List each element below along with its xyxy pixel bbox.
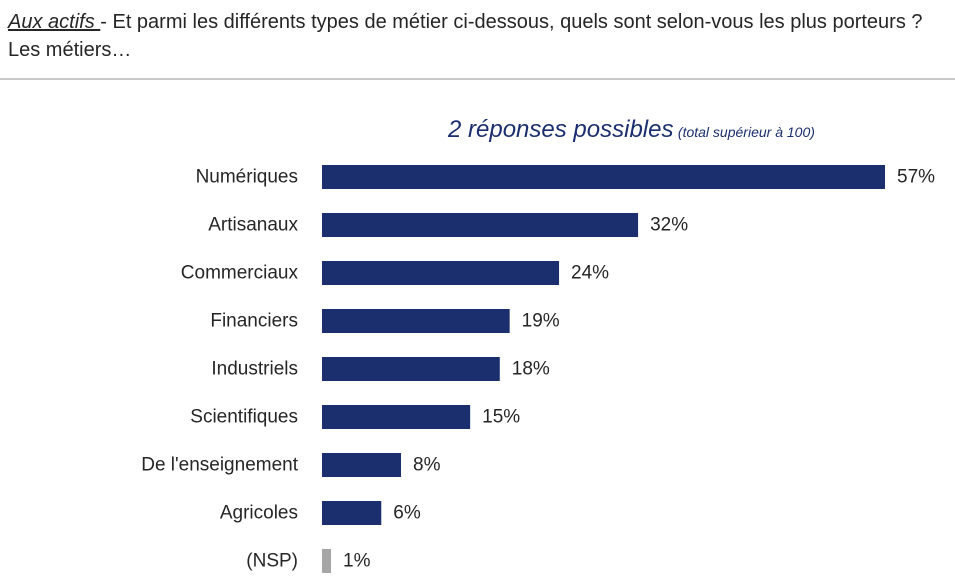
value-label: 24% [571, 263, 609, 284]
value-label: 57% [897, 167, 935, 188]
bar [322, 453, 402, 477]
bar [322, 405, 471, 429]
value-label: 6% [393, 503, 421, 524]
question-body: - Et parmi les différents types de métie… [8, 11, 923, 61]
bar [322, 165, 885, 189]
value-label: 1% [343, 551, 371, 572]
value-label: 8% [413, 455, 441, 476]
value-label: 32% [650, 215, 688, 236]
value-label: 18% [512, 359, 550, 380]
category-label: De l'enseignement [141, 455, 298, 476]
bar [322, 309, 510, 333]
bar-nsp [322, 549, 331, 573]
bar [322, 357, 500, 381]
category-label: (NSP) [246, 551, 298, 572]
category-label: Artisanaux [208, 215, 298, 236]
chart-subtitle-main: 2 réponses possibles [448, 116, 674, 143]
question-text: Aux actifs - Et parmi les différents typ… [8, 8, 948, 64]
bar [322, 261, 560, 285]
question-audience: Aux actifs [8, 11, 101, 33]
value-label: 15% [482, 407, 520, 428]
bar [322, 213, 639, 237]
chart-subtitle: 2 réponses possibles (total supérieur à … [448, 116, 815, 144]
category-label: Scientifiques [190, 407, 298, 428]
category-label: Numériques [196, 167, 298, 188]
header-divider [0, 78, 955, 80]
category-label: Industriels [211, 359, 298, 380]
category-label: Financiers [210, 311, 298, 332]
value-label: 19% [522, 311, 560, 332]
chart-subtitle-note: (total supérieur à 100) [677, 124, 815, 140]
bar [322, 501, 382, 525]
category-label: Agricoles [220, 503, 298, 524]
category-label: Commerciaux [181, 263, 299, 284]
